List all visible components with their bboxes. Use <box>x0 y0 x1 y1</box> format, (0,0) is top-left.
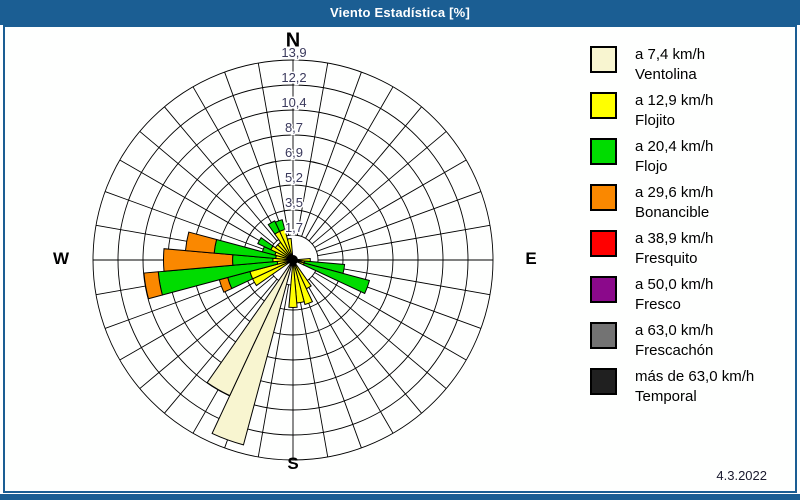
grid-spoke <box>314 272 467 361</box>
grid-spoke <box>308 278 422 414</box>
legend-speed: más de 63,0 km/h <box>635 368 755 385</box>
grid-spoke <box>311 131 447 245</box>
legend-name: Ventolina <box>635 66 697 83</box>
grid-spoke <box>316 191 482 252</box>
rose-bar-270-bonancible <box>163 248 234 272</box>
legend-swatch <box>590 230 617 257</box>
rose-bar-160-flojito <box>292 259 314 306</box>
legend-item: a 12,9 km/h Flojito <box>590 91 790 137</box>
grid-spoke <box>305 86 394 239</box>
legend-item: a 29,6 km/h Bonancible <box>590 183 790 229</box>
legend-name: Fresquito <box>635 250 698 267</box>
legend-swatch <box>590 138 617 165</box>
legend-name: Temporal <box>635 388 697 405</box>
rose-bar-350-flojito <box>286 237 294 261</box>
rose-center <box>288 255 298 265</box>
legend-item: a 7,4 km/h Ventolina <box>590 45 790 91</box>
grid-spoke <box>296 284 329 458</box>
legend-name: Frescachón <box>635 342 714 359</box>
grid-spoke <box>119 272 272 361</box>
compass-east-label: E <box>525 249 537 268</box>
rose-bar-210-ventolina <box>206 259 294 397</box>
rose-bar-200-ventolina <box>211 259 294 446</box>
grid-spoke <box>119 159 272 248</box>
grid-spoke <box>139 131 275 245</box>
ring-label: 5,2 <box>285 170 303 185</box>
rose-bar-280-bonancible <box>184 231 218 254</box>
legend-item: a 63,0 km/h Frescachón <box>590 321 790 367</box>
ring-label: 10,4 <box>281 95 306 110</box>
grid-spoke <box>317 263 491 296</box>
legend-name: Flojo <box>635 158 668 175</box>
legend-speed: a 7,4 km/h <box>635 46 706 63</box>
legend-speed: a 20,4 km/h <box>635 138 714 155</box>
legend-name: Flojito <box>635 112 676 129</box>
legend-item: a 38,9 km/h Fresquito <box>590 229 790 275</box>
rose-bar-300-flojo <box>257 237 274 251</box>
legend-swatch <box>590 184 617 211</box>
chart-panel <box>3 25 797 493</box>
legend: a 7,4 km/h Ventolina a 12,9 km/h Flojito… <box>590 45 790 413</box>
rose-bar-260-bonancible <box>143 271 163 300</box>
legend-swatch <box>590 368 617 395</box>
window-titlebar: Viento Estadística [%] <box>0 0 800 25</box>
grid-spoke <box>139 275 275 389</box>
grid-spoke <box>305 281 394 434</box>
grid-spoke <box>164 106 278 242</box>
legend-speed: a 12,9 km/h <box>635 92 714 109</box>
compass-west-label: W <box>52 249 70 268</box>
grid-spoke <box>314 159 467 248</box>
date-label: 4.3.2022 <box>716 468 767 483</box>
compass-south-label: S <box>287 454 299 473</box>
grid-spoke <box>308 106 422 242</box>
legend-speed: a 38,9 km/h <box>635 230 714 247</box>
bottom-bar <box>0 494 800 500</box>
legend-name: Fresco <box>635 296 681 313</box>
legend-swatch <box>590 46 617 73</box>
rose-bar-340-flojo <box>274 219 286 232</box>
ring-label: 3,5 <box>285 195 303 210</box>
ring-label: 12,2 <box>281 70 306 85</box>
grid-spoke <box>301 283 362 449</box>
legend-swatch <box>590 92 617 119</box>
legend-speed: a 50,0 km/h <box>635 276 714 293</box>
grid-spoke <box>301 71 362 237</box>
legend-swatch <box>590 322 617 349</box>
rose-bar-180-flojito <box>288 259 298 308</box>
ring-label: 8,7 <box>285 120 303 135</box>
rose-bar-110-flojo <box>302 262 371 295</box>
grid-spoke <box>104 191 270 252</box>
legend-item: a 20,4 km/h Flojo <box>590 137 790 183</box>
grid-spoke <box>224 71 285 237</box>
grid-spoke <box>317 224 491 257</box>
legend-item: a 50,0 km/h Fresco <box>590 275 790 321</box>
legend-speed: a 29,6 km/h <box>635 184 714 201</box>
rose-bar-330-flojo <box>267 220 281 235</box>
ring-label: 13,9 <box>281 45 306 60</box>
grid-spoke <box>192 86 281 239</box>
ring-label: 1,7 <box>285 220 303 235</box>
grid-spoke <box>164 278 278 414</box>
legend-speed: a 63,0 km/h <box>635 322 714 339</box>
compass-north-label: N <box>285 29 301 52</box>
window-title: Viento Estadística [%] <box>330 5 470 20</box>
grid-spoke <box>296 62 329 236</box>
legend-swatch <box>590 276 617 303</box>
grid-spoke <box>257 62 290 236</box>
legend-name: Bonancible <box>635 204 710 221</box>
grid-spoke <box>311 275 447 389</box>
grid-spoke <box>257 284 290 458</box>
ring-label: 6,9 <box>285 145 303 160</box>
legend-item: más de 63,0 km/h Temporal <box>590 367 790 413</box>
